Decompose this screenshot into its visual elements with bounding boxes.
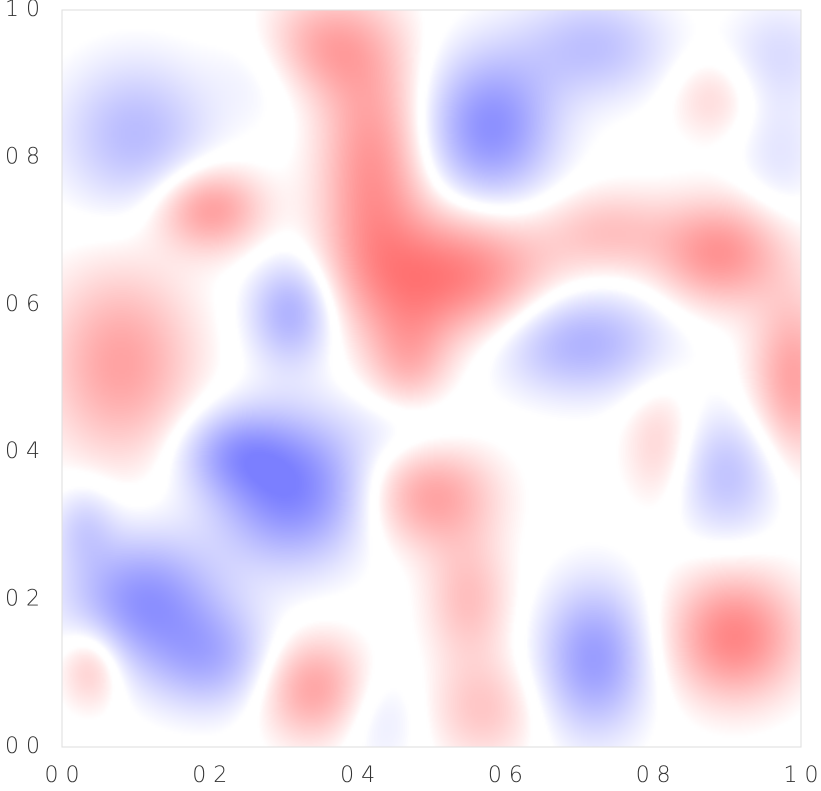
y-tick-label: 0 6: [5, 292, 40, 317]
x-tick-label: 0 0: [45, 763, 80, 788]
plot-frame: [61, 9, 802, 748]
y-tick-label: 0 2: [5, 587, 40, 612]
y-tick-label: 0 8: [5, 144, 40, 169]
x-tick-label: 1 0: [784, 763, 819, 788]
heatmap-field: [62, 10, 801, 747]
y-tick-label: 1 0: [5, 0, 40, 22]
x-tick-label: 0 6: [488, 763, 523, 788]
plot-area: [61, 9, 802, 748]
x-axis: 0 0 0 2 0 4 0 6 0 8 1 0: [45, 763, 819, 788]
y-tick-label: 0 4: [5, 439, 40, 464]
x-tick-label: 0 4: [340, 763, 375, 788]
x-tick-label: 0 2: [192, 763, 227, 788]
y-tick-label: 0 0: [5, 734, 40, 759]
y-axis: 0 0 0 2 0 4 0 6 0 8 1 0: [5, 0, 40, 759]
x-tick-label: 0 8: [636, 763, 671, 788]
